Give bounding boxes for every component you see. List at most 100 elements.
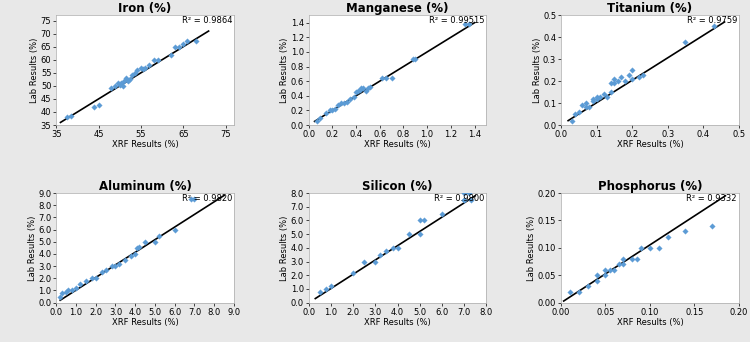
Point: [387, 245, 399, 251]
Point: [314, 115, 326, 120]
Point: [374, 252, 386, 258]
Point: [70, 285, 82, 291]
Point: [112, 80, 124, 86]
Point: [60, 289, 72, 294]
Point: [463, 190, 475, 196]
Point: [314, 289, 326, 294]
Point: [458, 197, 470, 202]
Y-axis label: Lab Results (%): Lab Results (%): [527, 215, 536, 280]
Y-axis label: Lab Results (%): Lab Results (%): [30, 38, 39, 103]
Point: [680, 39, 692, 44]
Point: [380, 75, 392, 80]
Point: [392, 245, 404, 251]
Point: [637, 72, 649, 77]
Point: [436, 211, 448, 216]
Point: [619, 78, 631, 84]
Point: [708, 24, 720, 29]
Y-axis label: Lab Results (%): Lab Results (%): [280, 38, 290, 103]
Point: [115, 80, 127, 86]
Point: [359, 88, 371, 93]
Point: [598, 92, 610, 97]
Point: [580, 100, 592, 106]
Point: [340, 99, 352, 104]
Point: [86, 276, 98, 281]
Point: [328, 106, 340, 112]
Point: [573, 289, 585, 294]
Point: [414, 232, 426, 237]
Point: [124, 77, 136, 82]
Title: Silicon (%): Silicon (%): [362, 180, 433, 193]
Point: [604, 89, 616, 95]
Point: [125, 254, 137, 259]
Point: [338, 100, 350, 106]
Point: [590, 94, 602, 99]
Point: [353, 87, 365, 93]
Point: [334, 100, 346, 106]
Point: [569, 111, 581, 117]
Y-axis label: Lab Results (%): Lab Results (%): [532, 38, 542, 103]
Point: [106, 263, 118, 269]
Point: [182, 39, 194, 44]
Point: [173, 44, 185, 50]
Point: [190, 39, 202, 44]
Point: [320, 286, 332, 292]
Point: [169, 44, 181, 50]
X-axis label: XRF Results (%): XRF Results (%): [112, 140, 178, 149]
Point: [358, 259, 370, 264]
Point: [587, 98, 599, 104]
Point: [564, 289, 576, 294]
Point: [613, 262, 625, 267]
Point: [152, 57, 164, 63]
Point: [608, 81, 620, 86]
Point: [652, 245, 664, 251]
X-axis label: XRF Results (%): XRF Results (%): [616, 140, 683, 149]
Point: [355, 86, 367, 91]
Point: [626, 256, 638, 262]
Point: [149, 239, 161, 245]
Point: [602, 94, 613, 99]
Point: [604, 81, 616, 86]
Point: [100, 267, 112, 273]
Point: [633, 74, 645, 80]
Point: [410, 56, 422, 62]
X-axis label: XRF Results (%): XRF Results (%): [616, 318, 683, 327]
Point: [62, 288, 74, 293]
Point: [584, 105, 596, 110]
X-axis label: XRF Results (%): XRF Results (%): [112, 318, 178, 327]
Point: [324, 108, 336, 113]
Point: [164, 52, 176, 57]
Point: [590, 278, 602, 284]
Point: [617, 256, 629, 262]
Point: [348, 94, 360, 100]
Point: [369, 259, 381, 264]
Point: [56, 290, 68, 296]
Point: [644, 245, 656, 251]
Point: [130, 67, 142, 73]
Point: [96, 269, 108, 275]
Point: [403, 232, 415, 237]
Point: [139, 65, 151, 70]
Point: [376, 75, 388, 80]
Point: [573, 109, 585, 115]
Point: [113, 261, 125, 266]
Point: [188, 196, 200, 202]
Point: [380, 248, 392, 253]
Title: Manganese (%): Manganese (%): [346, 2, 448, 15]
Point: [706, 223, 718, 229]
X-axis label: XRF Results (%): XRF Results (%): [364, 318, 430, 327]
Text: R² = 0.9820: R² = 0.9820: [182, 194, 232, 203]
Point: [332, 103, 344, 108]
Point: [127, 73, 139, 78]
Point: [463, 22, 475, 27]
Point: [350, 89, 362, 95]
Point: [587, 96, 599, 102]
Point: [88, 104, 101, 109]
Point: [135, 65, 147, 70]
Point: [590, 96, 602, 102]
X-axis label: XRF Results (%): XRF Results (%): [364, 140, 430, 149]
Point: [608, 76, 620, 82]
Point: [608, 267, 620, 273]
Point: [122, 78, 134, 83]
Point: [114, 82, 126, 87]
Point: [662, 234, 674, 240]
